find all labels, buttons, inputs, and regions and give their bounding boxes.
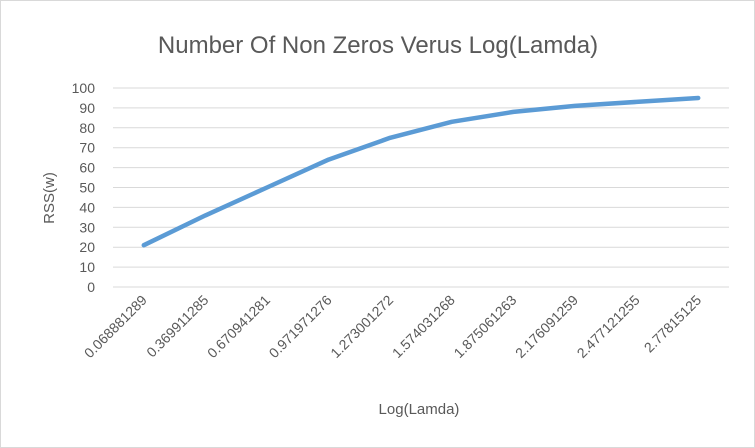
x-tick-label: 0.670941281 [204,292,273,361]
y-tick-label: 50 [79,180,95,196]
x-tick-label: 0.068881289 [81,292,150,361]
x-axis-title: Log(Lamda) [379,401,460,418]
y-tick-label: 70 [79,140,95,156]
chart-title: Number Of Non Zeros Verus Log(Lamda) [158,32,598,59]
y-tick-label: 40 [79,199,95,215]
x-tick-label: 1.875061263 [450,292,519,361]
y-axis-title: RSS(w) [41,172,58,224]
gridlines [113,87,729,288]
x-tick-label: 0.369911285 [143,292,212,361]
y-tick-label: 0 [87,279,95,295]
x-tick-label: 1.273001272 [327,292,396,361]
y-tick-label: 30 [79,219,95,235]
x-tick-label: 2.477121255 [574,292,643,361]
series-line [141,95,701,248]
x-tick-label: 0.971971276 [266,292,335,361]
x-tick-label: 2.77815125 [641,292,705,356]
y-tick-label: 80 [79,120,95,136]
series-layer [141,95,701,248]
y-axis-ticks: 0 10 20 30 40 50 60 70 80 90 100 [72,80,96,295]
x-axis-ticks: 0.0688812890.3699112850.6709412810.97197… [81,292,705,361]
y-tick-label: 100 [72,80,96,96]
x-tick-label: 1.574031268 [389,292,458,361]
y-tick-label: 60 [79,160,95,176]
x-tick-label: 2.176091259 [512,292,581,361]
y-tick-label: 10 [79,259,95,275]
y-tick-label: 90 [79,100,95,116]
y-tick-label: 20 [79,239,95,255]
